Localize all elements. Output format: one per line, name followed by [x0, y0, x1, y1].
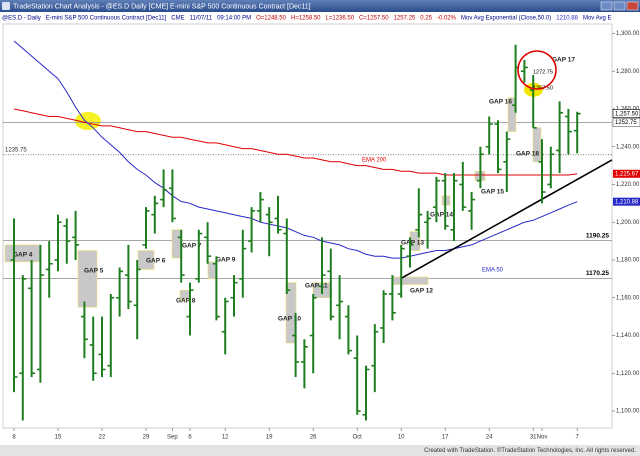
ema-label: EMA 50	[482, 268, 504, 274]
gap-label: GAP 15	[481, 189, 504, 196]
y-tick-label: 1,200.00	[616, 220, 640, 226]
info-bar	[0, 12, 640, 23]
info-item: 1210.88	[556, 16, 578, 22]
ema-tag-box	[613, 169, 640, 178]
info-item: CME	[171, 16, 184, 22]
ema-line	[13, 40, 578, 259]
plot-layer: 1235.75 1190.25 1170.25 GAP 4 GAP 5 GAP 6 GAP …	[3, 40, 613, 421]
x-tick-label: 31	[530, 435, 537, 441]
gap-label: GAP 16	[489, 99, 512, 106]
ema-tag-box	[613, 197, 640, 206]
gap-box	[507, 97, 517, 132]
gap-box	[77, 250, 98, 308]
info-item: 11/07/11	[190, 16, 213, 22]
gap-price-label: 1272.75	[533, 69, 553, 75]
info-item: O=1248.50	[256, 16, 287, 22]
gap-label: GAP 12	[410, 288, 433, 295]
gap-circle	[517, 50, 557, 90]
x-tick-label: 10	[398, 435, 405, 441]
info-item: E-mini S&P 500 Continuous Contract [Dec1…	[46, 16, 167, 22]
footer-text: Created with TradeStation. ©TradeStation…	[424, 447, 636, 454]
y-tick-label: 1,220.00	[616, 182, 640, 188]
x-tick-label: Oct	[353, 435, 363, 441]
x-tick-label: Nov	[537, 435, 548, 441]
gap-label: GAP 8	[176, 298, 196, 305]
last-price-label: 1,257.50	[615, 111, 639, 117]
info-item: Mov Avg E	[583, 16, 612, 22]
x-tick-label: 19	[266, 435, 273, 441]
plot-area	[2, 23, 613, 429]
gap-label: GAP 6	[146, 258, 166, 265]
footer-bar	[0, 445, 640, 456]
x-tick-label: 29	[143, 435, 150, 441]
app-icon	[2, 2, 10, 10]
window-title: TradeStation Chart Analysis - @ES.D Dail…	[13, 3, 311, 10]
info-item: 0.25	[420, 16, 432, 22]
gap-label: GAP 11	[305, 283, 328, 290]
x-tick-label: 12	[222, 435, 229, 441]
trendline	[400, 159, 613, 280]
level-tag-box	[612, 118, 640, 127]
level-label: 1235.75	[5, 147, 27, 153]
y-tick-label: 1,240.00	[616, 144, 640, 150]
info-item: 1257.25	[394, 16, 416, 22]
x-tick-label: 7	[576, 435, 580, 441]
x-tick-label: 26	[310, 435, 317, 441]
minimize-button[interactable]	[600, 1, 613, 11]
gap-label: GAP 4	[13, 252, 33, 259]
ema-tag: 1,210.88	[615, 199, 639, 205]
x-tick-label: 8	[12, 435, 16, 441]
gap-label: GAP 10	[278, 316, 301, 323]
ema-tag: 1,225.67	[615, 171, 639, 177]
info-item: -0.02%	[437, 16, 457, 22]
gap-label: GAP 13	[401, 240, 424, 247]
y-tick-label: 1,160.00	[616, 295, 640, 301]
x-tick-label: 6	[188, 435, 192, 441]
info-item: @ES.D - Daily	[2, 16, 41, 22]
gap-label: GAP 14	[430, 212, 453, 219]
x-tick-label: 22	[99, 435, 106, 441]
level-tag: 1252.75	[615, 120, 637, 126]
title-bar	[0, 0, 640, 12]
x-tick-label: 17	[442, 435, 449, 441]
gap-label: GAP 7	[182, 243, 202, 250]
gap-label: GAP 17	[552, 57, 575, 64]
info-item: 09:14:00 PM	[217, 16, 251, 22]
info-item: C=1257.50	[359, 16, 389, 22]
y-tick-label: 1,280.00	[616, 69, 640, 75]
y-tick-label: 1,100.00	[616, 409, 640, 415]
info-item: H=1258.50	[291, 16, 321, 22]
last-price-box	[612, 109, 640, 118]
x-tick-label: 24	[486, 435, 493, 441]
gap-label: GAP 5	[84, 268, 104, 275]
ema-label: EMA 200	[362, 158, 387, 164]
level-label: 1190.25	[586, 232, 610, 239]
info-item: Mov Avg Exponential (Close,50.0)	[461, 16, 551, 22]
gap-box	[137, 250, 155, 270]
gap-label: GAP 18	[516, 151, 539, 158]
gap-label: GAP 9	[216, 257, 236, 264]
x-tick-label: Sep	[167, 435, 178, 441]
level-label: 1170.25	[586, 270, 610, 277]
gap-box	[392, 276, 429, 285]
y-tick-label: 1,140.00	[616, 333, 640, 339]
y-tick-label: 1,300.00	[616, 31, 640, 37]
info-item: L=1236.50	[326, 16, 355, 22]
y-tick-label: 1,180.00	[616, 258, 640, 264]
close-button[interactable]	[626, 1, 639, 11]
y-tick-label: 1,120.00	[616, 371, 640, 377]
ema-line	[13, 108, 578, 176]
x-tick-label: 15	[55, 435, 62, 441]
maximize-button[interactable]	[613, 1, 626, 11]
